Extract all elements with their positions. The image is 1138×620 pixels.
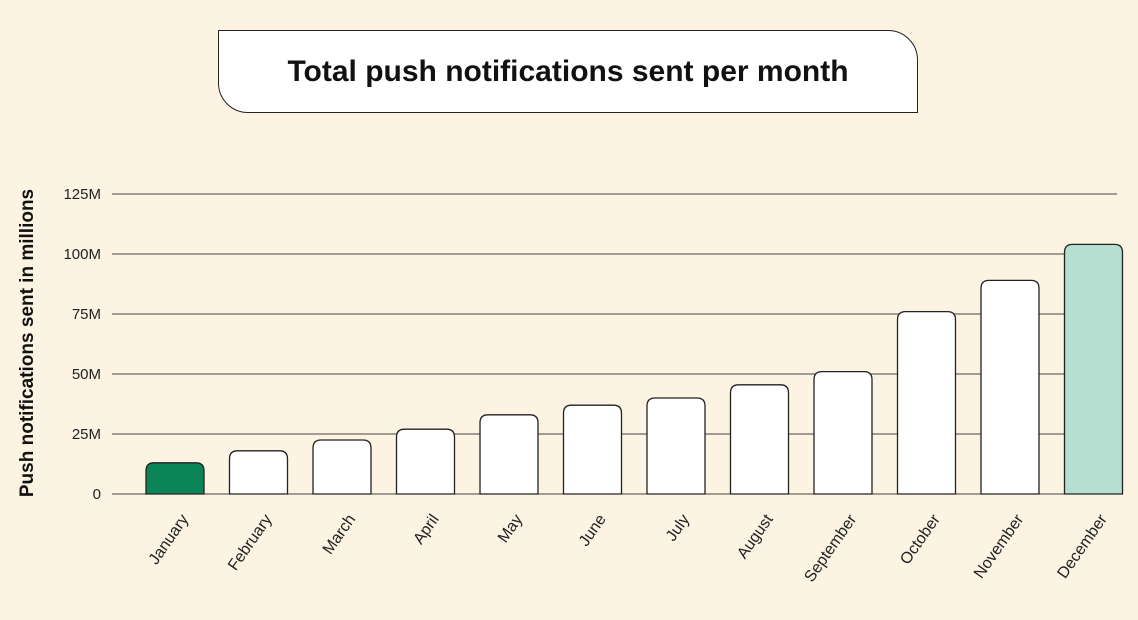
x-tick-label: June	[576, 511, 610, 549]
bar-october	[896, 310, 957, 495]
y-tick-label: 125M	[63, 186, 101, 203]
bars	[145, 243, 1124, 495]
bar-may	[479, 414, 539, 495]
y-tick-label: 75M	[72, 306, 101, 323]
bar-august	[729, 384, 790, 495]
bar-february	[228, 450, 289, 495]
bar-september	[813, 370, 873, 495]
bar-july	[646, 397, 706, 495]
bar-january	[145, 462, 205, 495]
x-tick-label: May	[495, 512, 526, 547]
x-tick-label: February	[225, 512, 276, 574]
bar-december	[1063, 243, 1124, 495]
x-tick-label: November	[971, 511, 1028, 582]
y-tick-label: 0	[93, 486, 101, 503]
bar-march	[312, 439, 372, 495]
x-tick-label: March	[320, 512, 359, 558]
bar-november	[980, 279, 1040, 495]
y-tick-label: 25M	[72, 426, 101, 443]
y-tick-label: 100M	[63, 246, 101, 263]
bar-april	[395, 428, 456, 495]
y-tick-label: 50M	[72, 366, 101, 383]
y-tick-labels: 0 25M 50M 75M 100M 125M	[63, 186, 101, 503]
x-tick-label: January	[146, 512, 193, 568]
y-axis-title: Push notifications sent in millions	[17, 189, 38, 497]
bar-june	[562, 404, 623, 495]
chart-title: Total push notifications sent per month	[287, 54, 849, 88]
x-tick-label: July	[663, 512, 693, 545]
x-tick-label: April	[410, 512, 442, 548]
x-tick-label: September	[801, 511, 860, 585]
x-tick-labels: January February March April May June July Augu…	[146, 511, 1111, 585]
chart-title-box: Total push notifications sent per month	[218, 30, 918, 113]
x-tick-label: December	[1055, 511, 1112, 582]
x-tick-label: October	[897, 511, 944, 568]
x-tick-label: August	[734, 511, 777, 562]
